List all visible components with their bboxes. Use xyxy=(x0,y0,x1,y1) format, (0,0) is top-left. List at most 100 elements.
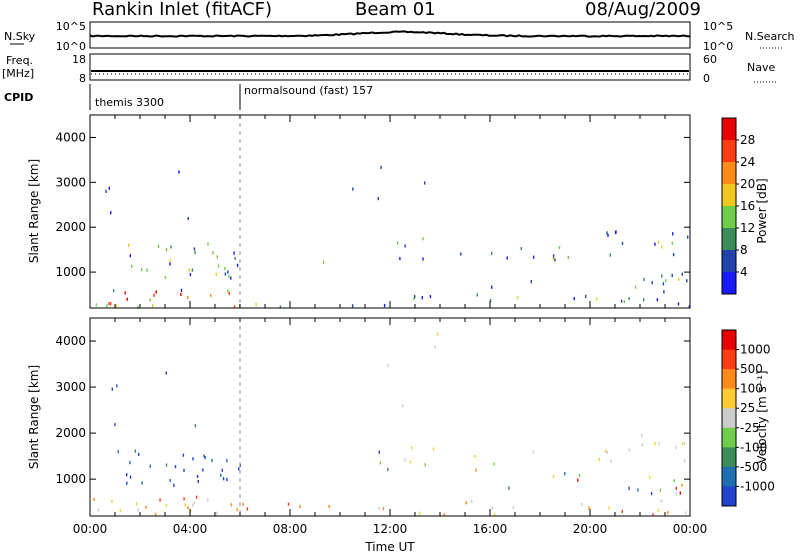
echo-cell xyxy=(157,244,160,249)
colorbar-swatch xyxy=(722,272,736,295)
velocity-colorbar: 1000 500 100 25 -25 -100 -500 -1000 xyxy=(721,329,775,507)
echo-cell xyxy=(220,473,222,477)
echo-cell xyxy=(238,467,240,471)
echo-cell xyxy=(607,233,609,237)
echo-cell xyxy=(95,303,97,307)
echo-cell xyxy=(227,289,229,293)
echo-cell xyxy=(97,508,100,512)
echo-cell xyxy=(152,304,154,308)
echo-cell xyxy=(108,302,110,306)
echo-cell xyxy=(183,468,185,473)
echo-cell xyxy=(203,454,205,458)
echo-cell xyxy=(432,447,435,451)
echo-cell xyxy=(215,272,217,276)
echo-cell xyxy=(197,480,199,484)
echo-cell xyxy=(532,255,535,259)
echo-cell xyxy=(424,463,426,467)
echo-cell xyxy=(396,241,399,245)
colorbar-swatch xyxy=(722,408,736,429)
echo-cell xyxy=(131,264,133,268)
echo-cell xyxy=(493,513,496,517)
echo-cell xyxy=(615,230,617,234)
echo-cell xyxy=(129,475,132,479)
echo-cell xyxy=(649,475,651,479)
echo-cell xyxy=(520,247,522,251)
echo-cell xyxy=(246,507,249,511)
y-tick-label: 4000 xyxy=(55,334,86,348)
nsearch-tick-bottom: 10^0 xyxy=(703,40,733,53)
beam-label: Beam 01 xyxy=(355,0,436,20)
echo-cell xyxy=(169,262,171,266)
power-colorbar: 28 24 20 16 12 8 4 xyxy=(721,117,755,295)
nsky-tick-top: 10^5 xyxy=(56,20,86,33)
echo-cell xyxy=(671,241,673,245)
colorbar-tick-label: 28 xyxy=(740,133,755,147)
echo-cell xyxy=(567,255,569,259)
echo-cell xyxy=(675,492,677,496)
echo-cell xyxy=(126,473,128,477)
echo-cell xyxy=(581,503,583,507)
colorbar-tick-label: 1000 xyxy=(740,343,771,357)
colorbar-tick-label: 12 xyxy=(740,221,755,235)
echo-cell xyxy=(146,268,148,272)
echo-cell xyxy=(279,305,282,309)
echo-cell xyxy=(657,508,660,512)
echo-cell xyxy=(643,298,645,302)
nsearch-label: N.Search xyxy=(745,30,795,43)
power-y-axis: 1000 2000 3000 4000 xyxy=(55,130,690,279)
echo-cell xyxy=(681,272,683,276)
echo-cell xyxy=(410,446,413,450)
x-tick-label: 12:00 xyxy=(373,522,408,536)
echo-cell xyxy=(421,296,423,300)
echo-cell xyxy=(609,253,611,257)
echo-cell xyxy=(606,231,608,235)
colorbar-frame xyxy=(721,329,737,507)
colorbar-tick-label: 100 xyxy=(740,382,763,396)
echo-cell xyxy=(169,479,171,483)
nsky-tick-bottom: 10^0 xyxy=(56,40,86,53)
echo-cell xyxy=(165,503,167,507)
colorbar-swatch xyxy=(722,369,736,390)
echo-cell xyxy=(138,452,140,457)
echo-cell xyxy=(193,247,196,251)
x-tick-label: 00:00 xyxy=(673,522,708,536)
nsearch-tick-top: 10^5 xyxy=(703,20,733,33)
echo-cell xyxy=(558,245,561,250)
echo-cell xyxy=(643,278,645,282)
echo-cell xyxy=(436,332,439,336)
echo-cell xyxy=(683,441,686,445)
echo-cell xyxy=(202,468,204,472)
echo-cell xyxy=(628,448,630,452)
velocity-frame xyxy=(89,317,691,517)
echo-cell xyxy=(685,511,687,515)
echo-cell xyxy=(207,242,209,246)
echo-cell xyxy=(145,505,147,509)
echo-cell xyxy=(506,256,508,260)
colorbar-swatch xyxy=(722,162,736,185)
echo-cell xyxy=(678,277,680,281)
echo-cell xyxy=(195,495,198,499)
echo-cell xyxy=(404,458,406,462)
echo-cell xyxy=(106,304,108,308)
echo-cell xyxy=(677,302,680,306)
freq-tick-top: 18 xyxy=(72,53,86,66)
freq-unit: [MHz] xyxy=(2,67,34,80)
echo-cell xyxy=(190,509,192,513)
echo-cell xyxy=(606,450,608,454)
echo-cell xyxy=(418,511,421,515)
echo-cell xyxy=(299,504,301,509)
echo-cell xyxy=(661,274,663,278)
echo-cell xyxy=(465,501,467,505)
echo-cell xyxy=(170,245,172,249)
echo-cell xyxy=(434,345,436,349)
colorbar-tick-label: 16 xyxy=(740,199,755,213)
echo-cell xyxy=(672,232,674,236)
echo-cell xyxy=(654,242,656,246)
echo-cell xyxy=(174,465,177,469)
colorbar-swatch xyxy=(722,447,736,468)
echo-cell xyxy=(351,304,354,308)
nave-label: Nave xyxy=(747,61,775,74)
power-y-label: Slant Range [km] xyxy=(27,159,41,263)
